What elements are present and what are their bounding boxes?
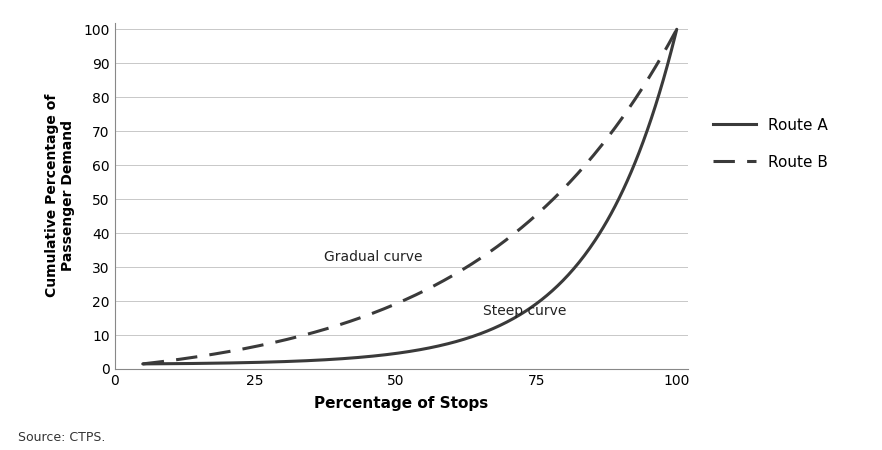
Legend: Route A, Route B: Route A, Route B — [707, 112, 834, 176]
Text: Steep curve: Steep curve — [483, 304, 566, 318]
Text: Source: CTPS.: Source: CTPS. — [18, 431, 105, 444]
Text: Gradual curve: Gradual curve — [324, 250, 422, 264]
Y-axis label: Cumulative Percentage of
Passenger Demand: Cumulative Percentage of Passenger Deman… — [45, 94, 75, 297]
X-axis label: Percentage of Stops: Percentage of Stops — [314, 396, 489, 411]
